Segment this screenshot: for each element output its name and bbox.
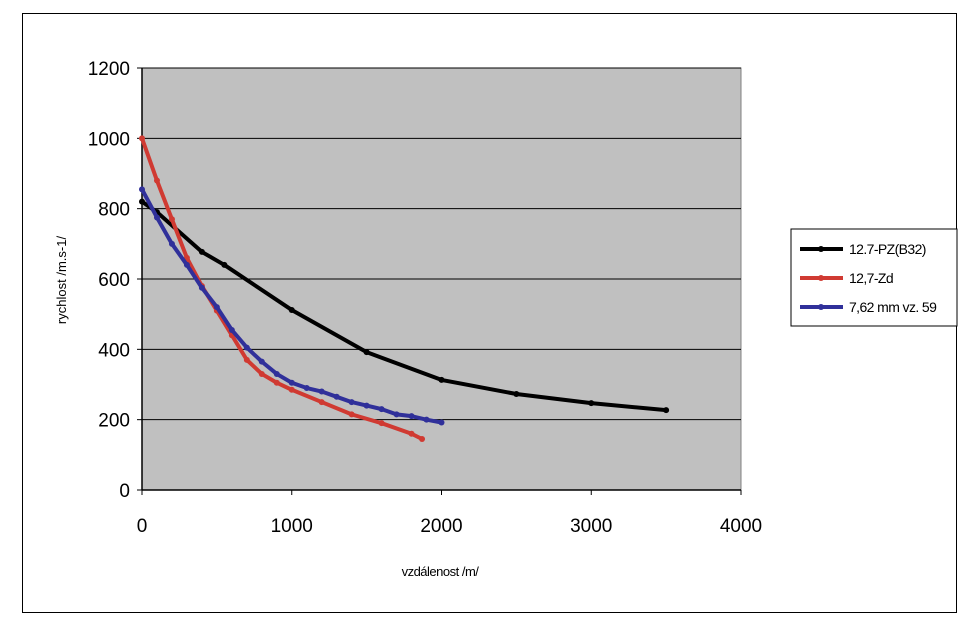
data-point (378, 420, 385, 427)
data-point (348, 399, 355, 406)
y-tick-label: 200 (98, 411, 130, 432)
data-point (139, 186, 145, 193)
data-point (139, 198, 145, 205)
data-point (228, 326, 235, 333)
data-point (318, 399, 325, 406)
data-point (318, 388, 325, 395)
data-point (213, 304, 220, 311)
x-tick-label: 1000 (271, 516, 313, 537)
data-point (333, 393, 340, 400)
data-point (288, 379, 295, 386)
data-point (288, 306, 295, 313)
data-point (303, 385, 310, 392)
data-point (183, 261, 190, 268)
y-tick-label: 1200 (88, 59, 130, 80)
legend-entry: 7,62 mm vz. 59 (849, 299, 937, 315)
data-point (588, 400, 595, 407)
x-tick-label: 2000 (420, 516, 462, 537)
y-tick-label: 400 (98, 340, 130, 361)
legend-entry: 12,7-Zd (849, 270, 893, 286)
data-point (153, 214, 160, 221)
data-point (393, 411, 400, 418)
x-tick-label: 4000 (720, 516, 762, 537)
legend-marker (818, 304, 824, 310)
data-point (419, 436, 426, 443)
data-point (243, 356, 250, 363)
data-point (243, 344, 250, 351)
data-point (408, 430, 415, 437)
data-point (438, 419, 445, 426)
data-point (378, 406, 385, 413)
data-point (198, 284, 205, 291)
data-point (288, 386, 295, 393)
y-tick-label: 0 (119, 481, 130, 502)
y-tick-label: 600 (98, 270, 130, 291)
x-tick-label: 0 (137, 516, 148, 537)
data-point (663, 407, 670, 414)
y-tick-label: 800 (98, 200, 130, 221)
data-point (423, 416, 430, 423)
x-tick-label: 3000 (570, 516, 612, 537)
x-axis-label: vzdálenost /m/ (402, 564, 480, 579)
y-axis-label: rychlost /m.s-1/ (54, 236, 69, 325)
data-point (258, 358, 265, 365)
legend-marker (818, 275, 824, 281)
legend-marker (818, 246, 824, 252)
data-point (168, 240, 175, 247)
data-point (273, 379, 280, 386)
data-point (438, 376, 445, 383)
data-point (221, 261, 228, 268)
data-point (513, 390, 520, 397)
data-point (408, 413, 415, 420)
data-point (363, 349, 370, 356)
series-line-1 (140, 137, 423, 441)
y-tick-label: 1000 (88, 129, 130, 150)
data-point (139, 135, 145, 142)
data-point (153, 177, 160, 184)
data-point (348, 411, 355, 418)
data-point (258, 370, 265, 377)
data-point (363, 402, 370, 409)
series-line-0 (140, 199, 667, 413)
data-point (168, 216, 175, 223)
data-point (273, 370, 280, 377)
legend-entry: 12.7-PZ(B32) (849, 241, 926, 257)
data-point (198, 248, 205, 255)
